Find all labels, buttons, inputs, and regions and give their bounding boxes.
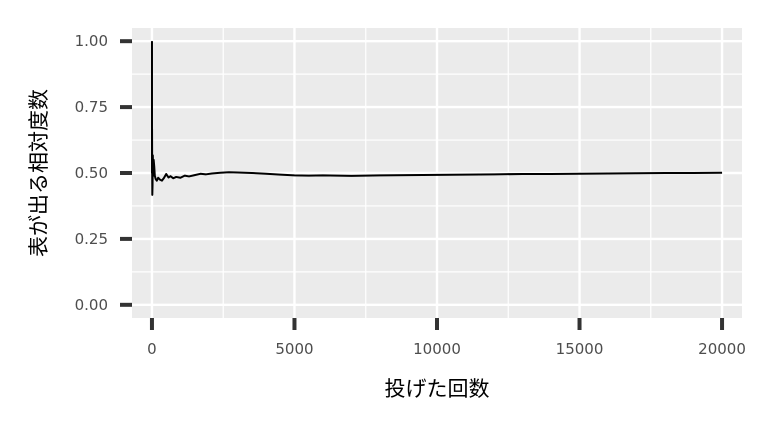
x-axis-tick-labels: 0 5000 10000 15000 20000: [147, 340, 746, 358]
x-axis-ticks: [149, 318, 725, 330]
x-tick-label: 10000: [413, 340, 461, 358]
y-tick-label: 0.50: [75, 164, 108, 182]
y-tick-label: 0.75: [75, 98, 108, 116]
x-axis-title: 投げた回数: [385, 377, 490, 401]
y-axis-title: 表が出る相対度数: [27, 89, 51, 257]
series-layer: [150, 41, 723, 196]
x-tick-label: 5000: [275, 340, 313, 358]
series-line: [150, 41, 723, 196]
y-axis-tick-labels: 0.00 0.25 0.50 0.75 1.00: [75, 32, 108, 314]
x-tick-label: 15000: [556, 340, 604, 358]
y-tick-label: 1.00: [75, 32, 108, 50]
x-tick-label: 20000: [698, 340, 746, 358]
y-tick-label: 0.00: [75, 296, 108, 314]
x-tick-label: 0: [147, 340, 157, 358]
y-axis-ticks: [120, 39, 132, 307]
y-tick-label: 0.25: [75, 230, 108, 248]
